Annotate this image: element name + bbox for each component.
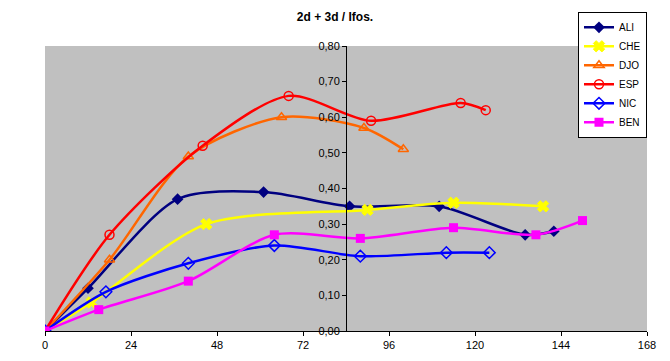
svg-text:0,00: 0,00 bbox=[318, 325, 339, 337]
svg-text:BEN: BEN bbox=[619, 117, 640, 128]
svg-text:48: 48 bbox=[211, 339, 223, 351]
svg-text:DJO: DJO bbox=[619, 60, 639, 71]
svg-text:0,60: 0,60 bbox=[318, 111, 339, 123]
svg-text:ESP: ESP bbox=[619, 79, 639, 90]
svg-text:CHE: CHE bbox=[619, 41, 640, 52]
svg-text:0,40: 0,40 bbox=[318, 182, 339, 194]
svg-text:0,70: 0,70 bbox=[318, 75, 339, 87]
svg-text:0,30: 0,30 bbox=[318, 218, 339, 230]
svg-text:NIC: NIC bbox=[619, 98, 636, 109]
svg-text:144: 144 bbox=[552, 339, 570, 351]
svg-text:96: 96 bbox=[383, 339, 395, 351]
svg-text:72: 72 bbox=[297, 339, 309, 351]
svg-text:2d + 3d / Ifos.: 2d + 3d / Ifos. bbox=[297, 10, 373, 24]
svg-text:24: 24 bbox=[125, 339, 137, 351]
svg-text:0,20: 0,20 bbox=[318, 254, 339, 266]
svg-text:0,50: 0,50 bbox=[318, 147, 339, 159]
svg-text:0,10: 0,10 bbox=[318, 289, 339, 301]
svg-text:0: 0 bbox=[42, 339, 48, 351]
svg-text:0,80: 0,80 bbox=[318, 40, 339, 52]
svg-text:168: 168 bbox=[638, 339, 656, 351]
svg-text:ALI: ALI bbox=[619, 22, 634, 33]
svg-text:120: 120 bbox=[466, 339, 484, 351]
